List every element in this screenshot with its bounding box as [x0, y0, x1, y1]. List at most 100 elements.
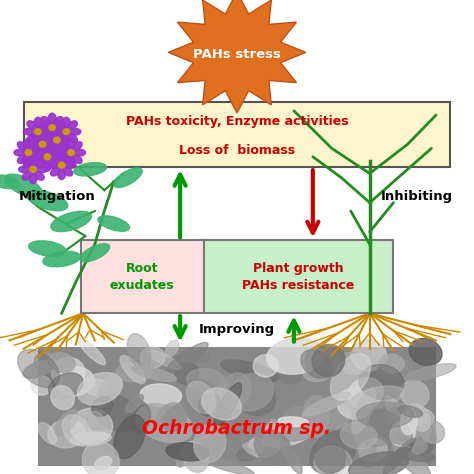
Ellipse shape	[24, 128, 35, 135]
Ellipse shape	[60, 142, 70, 150]
Polygon shape	[168, 0, 306, 113]
Ellipse shape	[25, 138, 32, 149]
Ellipse shape	[397, 448, 434, 462]
Ellipse shape	[198, 393, 221, 416]
Text: Root
exudates: Root exudates	[110, 262, 174, 292]
Ellipse shape	[63, 136, 70, 146]
Ellipse shape	[78, 338, 105, 365]
Ellipse shape	[330, 354, 371, 400]
Ellipse shape	[409, 338, 442, 365]
Circle shape	[30, 166, 36, 172]
Ellipse shape	[352, 388, 375, 434]
Ellipse shape	[157, 403, 183, 429]
Ellipse shape	[393, 441, 431, 474]
Ellipse shape	[219, 373, 251, 409]
Ellipse shape	[96, 372, 123, 408]
Ellipse shape	[214, 422, 229, 444]
Ellipse shape	[29, 155, 39, 164]
Ellipse shape	[44, 146, 54, 155]
Ellipse shape	[23, 361, 53, 378]
Ellipse shape	[51, 167, 61, 176]
Ellipse shape	[64, 162, 76, 168]
Ellipse shape	[281, 441, 302, 474]
Ellipse shape	[302, 396, 329, 438]
Ellipse shape	[55, 124, 66, 131]
Ellipse shape	[303, 392, 351, 416]
Ellipse shape	[254, 430, 292, 465]
Ellipse shape	[396, 420, 436, 456]
Ellipse shape	[53, 144, 61, 155]
Ellipse shape	[0, 175, 18, 189]
Ellipse shape	[221, 360, 279, 382]
Ellipse shape	[380, 354, 404, 373]
Circle shape	[68, 150, 74, 155]
Ellipse shape	[187, 380, 218, 398]
Ellipse shape	[18, 142, 27, 150]
Ellipse shape	[182, 441, 209, 473]
Ellipse shape	[194, 424, 226, 463]
Ellipse shape	[253, 355, 278, 377]
Ellipse shape	[25, 156, 32, 167]
Ellipse shape	[36, 166, 48, 173]
Circle shape	[49, 125, 55, 130]
Ellipse shape	[340, 422, 377, 449]
Text: Plant growth
PAHs resistance: Plant growth PAHs resistance	[242, 262, 355, 292]
Ellipse shape	[73, 163, 107, 176]
Ellipse shape	[175, 351, 210, 364]
Ellipse shape	[242, 421, 283, 457]
Ellipse shape	[163, 418, 187, 437]
Ellipse shape	[127, 334, 151, 369]
Ellipse shape	[72, 155, 82, 164]
Ellipse shape	[19, 166, 31, 173]
Ellipse shape	[41, 117, 51, 126]
Ellipse shape	[316, 402, 350, 429]
Ellipse shape	[63, 167, 73, 176]
Ellipse shape	[421, 421, 445, 443]
Ellipse shape	[22, 172, 32, 180]
Ellipse shape	[55, 134, 65, 143]
FancyBboxPatch shape	[81, 240, 204, 313]
Ellipse shape	[29, 142, 39, 150]
Ellipse shape	[120, 356, 145, 383]
Ellipse shape	[31, 149, 43, 156]
Circle shape	[44, 154, 51, 160]
Ellipse shape	[38, 423, 56, 444]
Ellipse shape	[31, 376, 52, 395]
Text: Mitigation: Mitigation	[18, 190, 95, 203]
Ellipse shape	[48, 353, 75, 373]
Ellipse shape	[43, 137, 55, 144]
Ellipse shape	[39, 148, 46, 159]
Ellipse shape	[359, 439, 387, 461]
Ellipse shape	[140, 384, 182, 406]
Ellipse shape	[72, 142, 82, 150]
Circle shape	[54, 137, 60, 143]
Ellipse shape	[53, 117, 63, 126]
Text: PAHs stress: PAHs stress	[193, 48, 281, 61]
FancyBboxPatch shape	[204, 240, 393, 313]
Ellipse shape	[404, 364, 456, 381]
Ellipse shape	[48, 419, 85, 448]
Ellipse shape	[14, 149, 26, 156]
Ellipse shape	[34, 136, 42, 146]
Ellipse shape	[58, 142, 68, 151]
Ellipse shape	[39, 121, 49, 129]
Ellipse shape	[163, 407, 187, 432]
Ellipse shape	[187, 369, 227, 393]
Ellipse shape	[80, 244, 109, 262]
Ellipse shape	[43, 251, 81, 267]
Ellipse shape	[303, 362, 353, 374]
Ellipse shape	[166, 443, 209, 461]
Ellipse shape	[29, 155, 37, 165]
Ellipse shape	[50, 154, 62, 160]
Ellipse shape	[278, 417, 309, 427]
Ellipse shape	[292, 399, 317, 421]
Ellipse shape	[267, 338, 324, 374]
Ellipse shape	[376, 359, 412, 380]
Ellipse shape	[231, 413, 272, 447]
Ellipse shape	[53, 126, 61, 136]
Ellipse shape	[94, 395, 139, 431]
Ellipse shape	[51, 154, 61, 163]
Ellipse shape	[282, 407, 317, 437]
Ellipse shape	[48, 113, 56, 124]
Ellipse shape	[69, 128, 81, 135]
